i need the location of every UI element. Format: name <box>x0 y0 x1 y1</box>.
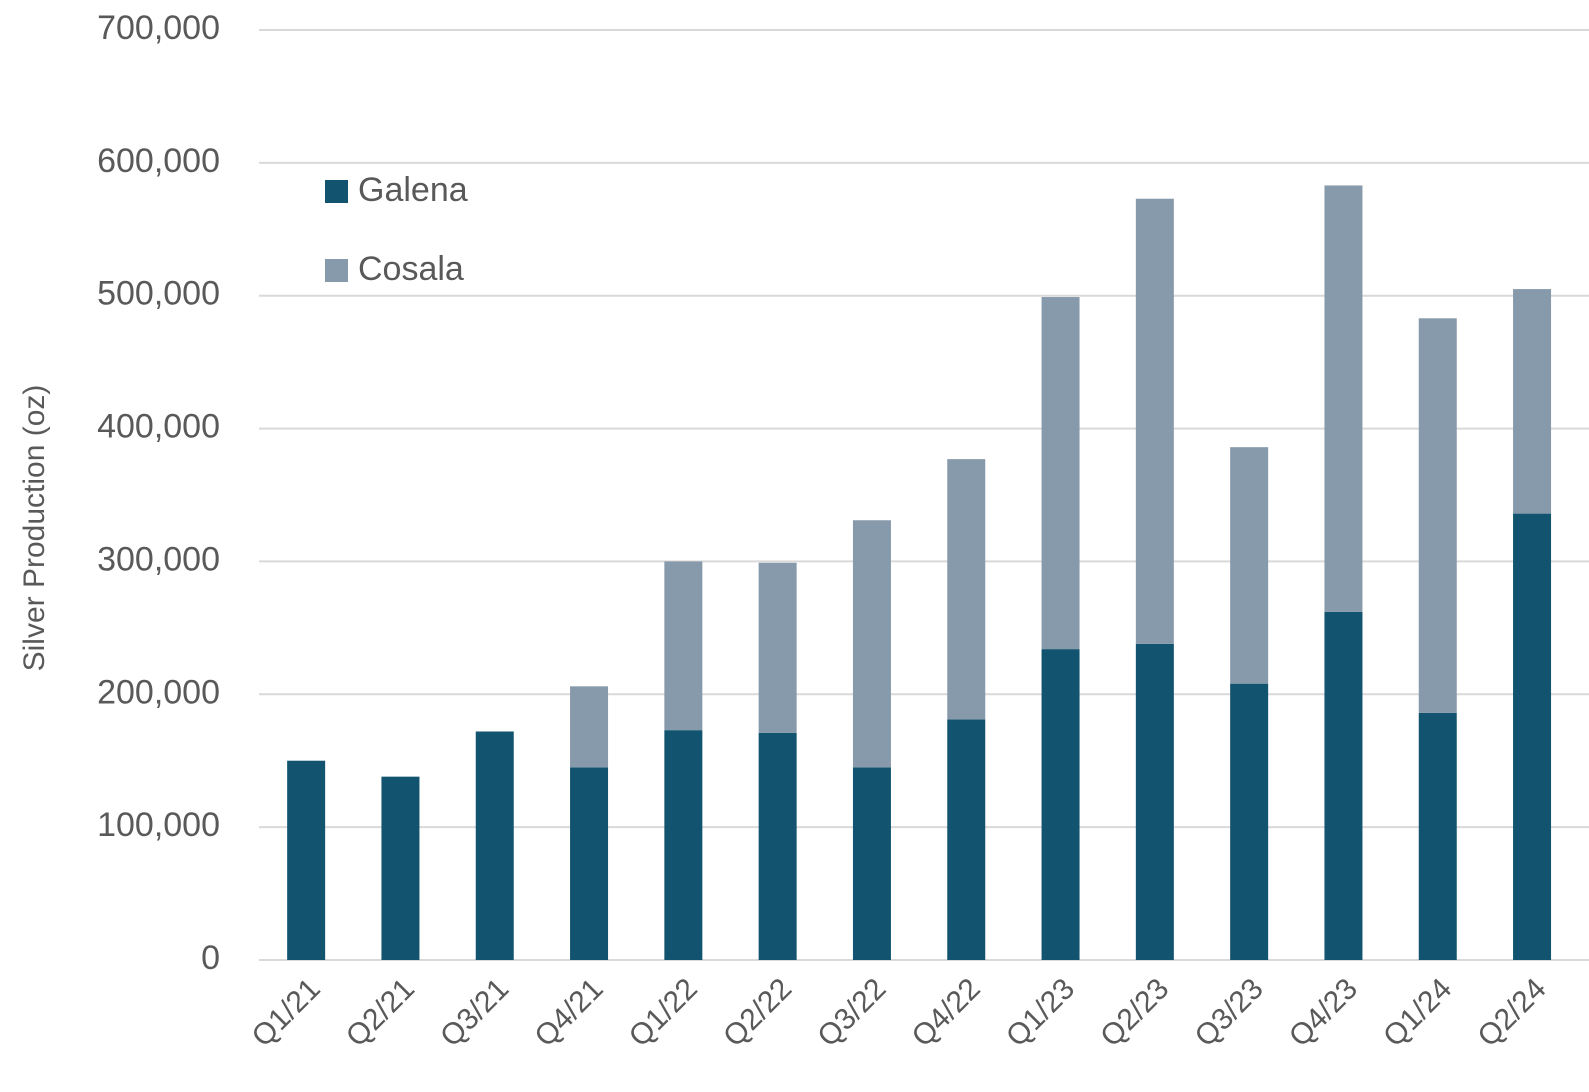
x-tick-label: Q4/22 <box>906 972 987 1053</box>
x-tick-label: Q1/23 <box>1000 972 1081 1053</box>
y-tick-label: 700,000 <box>97 9 220 47</box>
x-tick-label: Q1/24 <box>1377 972 1458 1053</box>
bar-segment <box>1418 712 1457 960</box>
bar-segment <box>1513 289 1552 514</box>
y-tick-label: 600,000 <box>97 142 220 180</box>
bar-segment <box>664 561 703 731</box>
x-tick-label: Q4/23 <box>1283 972 1364 1053</box>
x-tick-label: Q3/23 <box>1189 972 1270 1053</box>
bar-segment <box>1418 318 1457 713</box>
bar-segment <box>758 562 797 733</box>
bar-segment <box>570 686 609 768</box>
y-tick-label: 300,000 <box>97 540 220 578</box>
x-tick-label: Q2/23 <box>1094 972 1175 1053</box>
bar-segment <box>947 719 986 960</box>
x-tick-label: Q4/21 <box>528 972 609 1053</box>
bar-segment <box>1324 611 1363 960</box>
x-tick-label: Q1/21 <box>246 972 327 1053</box>
legend-label: Cosala <box>358 250 464 288</box>
bar-segment <box>852 520 891 768</box>
legend-swatch <box>325 259 348 282</box>
bar-segment <box>381 776 420 960</box>
bar-segment <box>664 730 703 960</box>
bar-segment <box>1230 683 1269 960</box>
x-tick-label: Q2/22 <box>717 972 798 1053</box>
y-tick-label: 0 <box>201 939 220 977</box>
bar-segment <box>1324 185 1363 612</box>
y-tick-label: 100,000 <box>97 806 220 844</box>
x-tick-label: Q3/21 <box>434 972 515 1053</box>
y-tick-label: 500,000 <box>97 275 220 313</box>
bar-segment <box>570 767 609 960</box>
bar-segment <box>947 459 986 720</box>
legend-label: Galena <box>358 171 468 209</box>
legend-swatch <box>325 180 348 203</box>
bar-segment <box>1513 513 1552 960</box>
x-tick-label: Q1/22 <box>623 972 704 1053</box>
x-tick-label: Q3/22 <box>811 972 892 1053</box>
bar-segment <box>1135 643 1174 960</box>
x-tick-label: Q2/24 <box>1471 972 1552 1053</box>
bar-segment <box>287 760 326 960</box>
y-tick-label: 200,000 <box>97 673 220 711</box>
bar-segment <box>1230 447 1269 684</box>
bar-segment <box>1135 198 1174 644</box>
x-tick-label: Q2/21 <box>340 972 421 1053</box>
bar-segment <box>475 731 514 960</box>
bar-segment <box>1041 297 1080 650</box>
y-axis-title: Silver Production (oz) <box>18 385 51 672</box>
bar-segment <box>1041 649 1080 960</box>
bar-segment <box>852 767 891 960</box>
y-tick-label: 400,000 <box>97 408 220 446</box>
bar-segment <box>758 732 797 960</box>
